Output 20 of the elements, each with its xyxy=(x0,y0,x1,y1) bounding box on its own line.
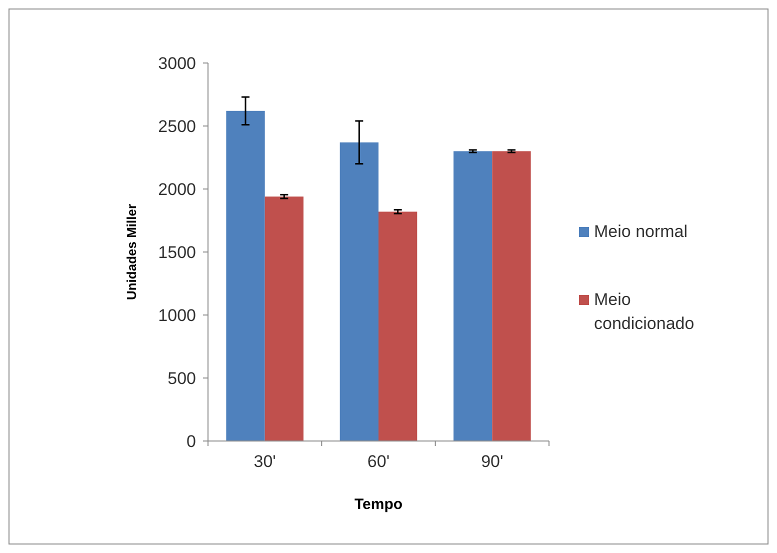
y-tick-label: 1000 xyxy=(158,306,196,325)
bar xyxy=(454,151,492,441)
x-tick-label: 90' xyxy=(481,452,504,471)
bar xyxy=(264,196,304,441)
y-tick-label: 3000 xyxy=(158,54,196,73)
bar xyxy=(226,110,265,441)
y-axis-title: Unidades Miller xyxy=(124,204,139,300)
y-tick-label: 2000 xyxy=(158,180,196,199)
bar xyxy=(378,212,418,441)
y-tick-label: 2500 xyxy=(158,116,196,136)
y-tick-label: 1500 xyxy=(158,242,196,262)
y-tick-label: 0 xyxy=(186,432,196,451)
legend-label: Meio normal xyxy=(594,222,688,241)
x-tick-label: 30' xyxy=(254,452,276,471)
bar xyxy=(492,151,531,441)
x-axis-title: Tempo xyxy=(354,496,403,513)
y-tick-label: 500 xyxy=(168,368,196,388)
legend-label: Meio condicionado xyxy=(594,290,694,333)
bar xyxy=(340,142,378,441)
x-tick-label: 60' xyxy=(367,452,390,471)
